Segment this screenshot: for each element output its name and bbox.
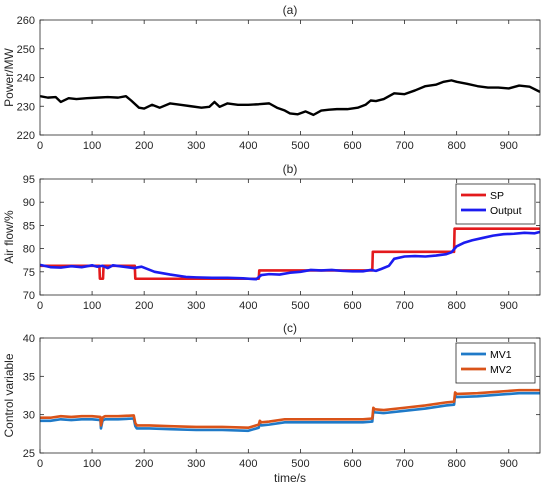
plot-area xyxy=(40,20,540,135)
y-tick-label: 40 xyxy=(23,333,35,345)
x-tick-label: 200 xyxy=(135,300,153,312)
x-tick-label: 600 xyxy=(343,300,361,312)
x-tick-label: 700 xyxy=(395,300,413,312)
x-tick-label: 100 xyxy=(83,300,101,312)
x-tick-label: 600 xyxy=(343,458,361,470)
x-tick-label: 900 xyxy=(500,300,518,312)
x-tick-label: 400 xyxy=(239,300,257,312)
x-tick-label: 300 xyxy=(187,300,205,312)
legend-box xyxy=(455,183,536,225)
x-tick-label: 900 xyxy=(500,458,518,470)
x-tick-label: 900 xyxy=(500,140,518,152)
x-tick-label: 200 xyxy=(135,458,153,470)
y-axis-label: Power/MW xyxy=(2,47,16,106)
series-line-output xyxy=(40,230,540,281)
x-tick-label: 700 xyxy=(395,140,413,152)
x-axis-label: time/s xyxy=(274,471,306,485)
x-tick-label: 500 xyxy=(291,300,309,312)
x-tick-label: 100 xyxy=(83,140,101,152)
x-tick-label: 500 xyxy=(291,458,309,470)
y-tick-label: 90 xyxy=(23,197,35,209)
panel-1: 0 100 200 300 400 500 600 700 800 900 70 75 80 85 90 95… xyxy=(2,162,541,312)
x-tick-label: 0 xyxy=(37,458,43,470)
panel-0: 0 100 200 300 400 500 600 700 800 900 220 230 240 250… xyxy=(2,3,541,152)
y-tick-label: 85 xyxy=(23,220,35,232)
x-tick-label: 800 xyxy=(447,458,465,470)
x-tick-label: 200 xyxy=(135,140,153,152)
y-tick-label: 30 xyxy=(23,410,35,422)
y-tick-label: 75 xyxy=(23,267,35,279)
x-tick-label: 0 xyxy=(37,140,43,152)
y-tick-label: 35 xyxy=(23,371,35,383)
panel-title: (c) xyxy=(283,321,297,335)
y-tick-label: 240 xyxy=(17,73,35,85)
series-line-sp xyxy=(40,227,540,281)
x-tick-label: 700 xyxy=(395,458,413,470)
legend-label-output: Output xyxy=(490,205,522,217)
x-tick-label: 100 xyxy=(83,458,101,470)
legend: SP Output xyxy=(455,183,536,225)
x-tick-label: 300 xyxy=(187,140,205,152)
y-tick-label: 230 xyxy=(17,101,35,113)
legend-box xyxy=(455,342,536,384)
x-tick-label: 300 xyxy=(187,458,205,470)
panel-title: (b) xyxy=(283,162,298,176)
y-tick-label: 260 xyxy=(17,15,35,27)
panel-2: 0 100 200 300 400 500 600 700 800 900 25 30 35 40 (c) C… xyxy=(2,321,541,485)
y-tick-label: 95 xyxy=(23,174,35,186)
series-line-power xyxy=(40,79,540,117)
y-tick-label: 80 xyxy=(23,244,35,256)
y-axis-label: Air flow/% xyxy=(2,210,16,264)
legend-label-mv1: MV1 xyxy=(490,349,512,361)
panel-title: (a) xyxy=(283,3,298,17)
y-tick-label: 70 xyxy=(23,290,35,302)
axes-frame xyxy=(39,337,541,454)
axes-frame xyxy=(39,178,541,296)
legend-label-mv2: MV2 xyxy=(490,364,512,376)
x-tick-label: 800 xyxy=(447,140,465,152)
y-tick-label: 25 xyxy=(23,448,35,460)
x-tick-label: 800 xyxy=(447,300,465,312)
x-tick-label: 0 xyxy=(37,300,43,312)
y-axis-label: Control variable xyxy=(2,353,16,437)
y-tick-label: 250 xyxy=(17,44,35,56)
series-line-mv2 xyxy=(40,388,540,430)
legend-label-sp: SP xyxy=(490,190,504,202)
x-tick-label: 500 xyxy=(291,140,309,152)
x-tick-label: 400 xyxy=(239,458,257,470)
x-tick-label: 600 xyxy=(343,140,361,152)
y-tick-label: 220 xyxy=(17,130,35,142)
x-tick-label: 400 xyxy=(239,140,257,152)
series-line-mv1 xyxy=(40,391,540,433)
